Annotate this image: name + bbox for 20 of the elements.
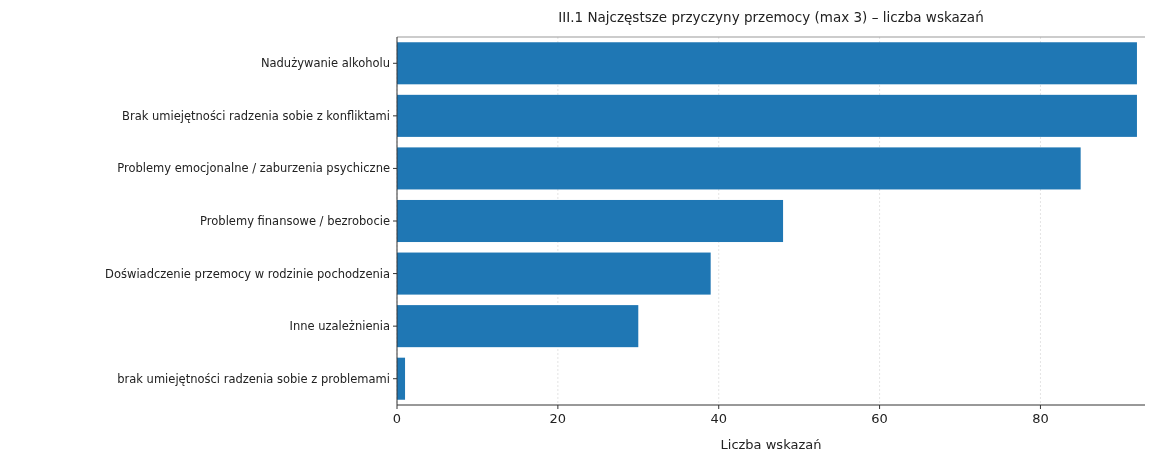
- chart-title: III.1 Najczęstsze przyczyny przemocy (max 3) – liczba wskazań: [558, 9, 984, 25]
- x-tick-label: 60: [871, 411, 888, 426]
- y-tick-label: Problemy finansowe / bezrobocie: [200, 214, 390, 229]
- bar: [397, 42, 1137, 85]
- x-tick-label: 0: [392, 411, 402, 426]
- y-tick-label: Nadużywanie alkoholu: [260, 56, 390, 71]
- bar: [397, 94, 1137, 137]
- x-axis-title: Liczba wskazań: [720, 437, 822, 452]
- x-tick-label: 80: [1032, 411, 1049, 426]
- y-tick-label: Inne uzależnienia: [289, 319, 390, 334]
- x-tick-label: 20: [549, 411, 567, 426]
- y-tick-label: Doświadczenie przemocy w rodzinie pochodzenia: [105, 266, 390, 281]
- y-tick-label: Brak umiejętności radzenia sobie z konfliktami: [122, 108, 390, 123]
- bar: [397, 252, 711, 295]
- bar: [397, 147, 1081, 190]
- bar: [397, 199, 784, 243]
- y-tick-label: brak umiejętności radzenia sobie z problemami: [117, 371, 390, 386]
- x-tick-label: 40: [710, 411, 727, 426]
- y-tick-label: Problemy emocjonalne / zaburzenia psychiczne: [117, 161, 390, 176]
- bar: [397, 305, 639, 348]
